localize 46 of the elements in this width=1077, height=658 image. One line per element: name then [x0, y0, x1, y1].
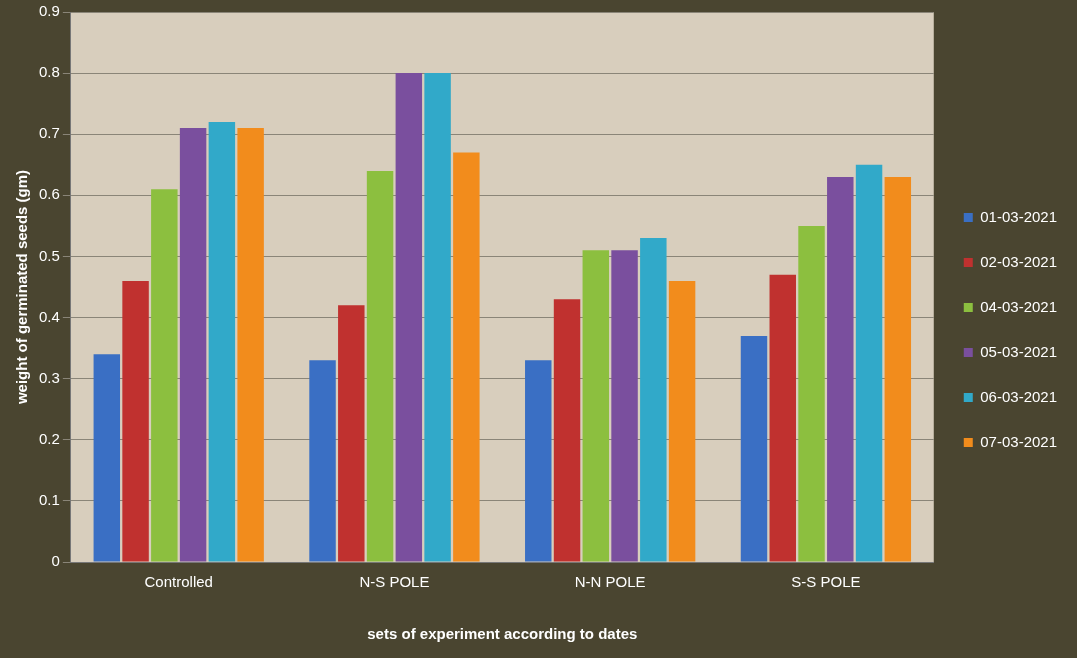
x-axis-title: sets of experiment according to dates — [367, 625, 638, 643]
bar — [122, 280, 149, 562]
bar — [769, 274, 796, 562]
y-tick-label: 0.9 — [38, 2, 60, 20]
bar — [338, 305, 365, 562]
bar — [309, 360, 336, 562]
bar — [640, 238, 667, 562]
bar — [366, 170, 394, 562]
y-axis-title: weight of germinated seeds (gm) — [13, 169, 31, 406]
bar — [424, 73, 451, 562]
y-tick-label: 0.2 — [38, 429, 60, 447]
bar — [668, 280, 696, 562]
bar — [395, 73, 423, 562]
bar — [525, 360, 552, 562]
y-tick-label: 0 — [51, 552, 60, 570]
y-tick-label: 0.8 — [38, 63, 60, 81]
legend-label: 02-03-2021 — [980, 252, 1058, 270]
bar — [179, 128, 207, 562]
y-tick-label: 0.5 — [38, 246, 60, 264]
y-tick-label: 0.4 — [38, 307, 60, 325]
bar — [611, 250, 638, 562]
y-tick-label: 0.7 — [38, 124, 60, 142]
bar — [453, 152, 480, 562]
bar — [208, 122, 236, 562]
bar — [553, 299, 581, 562]
x-tick-label: N-S POLE — [359, 573, 430, 591]
legend-label: 01-03-2021 — [980, 207, 1058, 225]
y-tick-label: 0.6 — [38, 185, 60, 203]
legend-label: 06-03-2021 — [980, 387, 1058, 405]
x-tick-label: N-N POLE — [574, 573, 646, 591]
y-tick-label: 0.1 — [38, 491, 60, 509]
legend-label: 04-03-2021 — [980, 297, 1058, 315]
legend-label: 05-03-2021 — [980, 342, 1058, 360]
bar — [151, 189, 178, 562]
y-tick-label: 0.3 — [38, 368, 60, 386]
bar — [740, 335, 768, 562]
bar — [855, 164, 883, 562]
bar — [798, 225, 825, 562]
bar — [93, 354, 121, 562]
legend-label: 07-03-2021 — [980, 432, 1058, 450]
bar — [237, 128, 264, 562]
bar — [884, 177, 912, 562]
bar — [827, 177, 854, 562]
x-tick-label: S-S POLE — [791, 573, 861, 591]
bar — [582, 250, 610, 562]
x-tick-label: Controlled — [144, 573, 213, 591]
